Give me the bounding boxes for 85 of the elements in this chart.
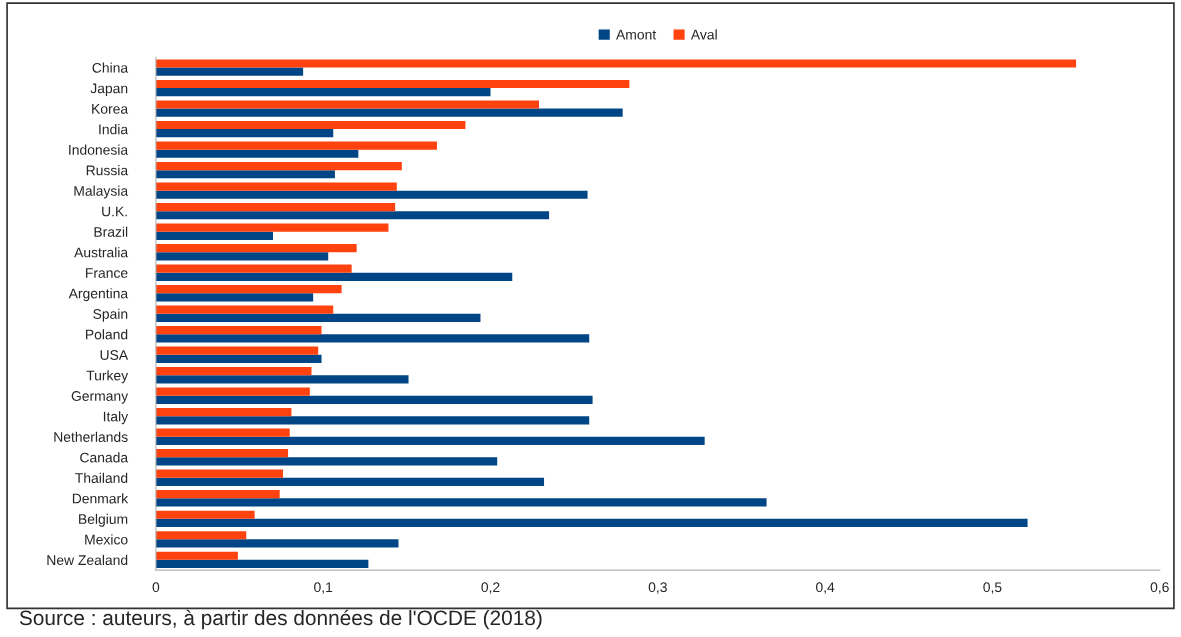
bar	[155, 120, 466, 130]
y-tick-label: Belgium	[79, 513, 128, 527]
bar	[155, 354, 322, 363]
y-tick-label: China	[92, 62, 129, 73]
y-tick-label: Australia	[74, 247, 129, 258]
y-tick-label: France	[86, 268, 128, 278]
bar	[155, 149, 359, 158]
bar	[155, 285, 342, 294]
bar	[155, 243, 357, 253]
bar	[155, 141, 437, 150]
bar	[155, 59, 1077, 68]
y-tick-label: Russia	[86, 165, 129, 176]
bar	[155, 367, 312, 376]
x-tick-label: 0,5	[983, 582, 1002, 594]
bar	[155, 334, 590, 343]
bar	[155, 428, 290, 437]
bar	[155, 449, 289, 458]
x-tick-label: 0,3	[648, 582, 667, 594]
bar	[155, 264, 352, 273]
bar	[155, 108, 623, 117]
bar	[155, 305, 334, 314]
y-tick-label: Spain	[93, 308, 128, 322]
bar	[155, 559, 369, 569]
bar	[155, 272, 513, 281]
bar	[155, 293, 314, 302]
bar	[155, 395, 593, 404]
source-note: Source : auteurs, à partir des données de l'OCDE (2018)	[19, 609, 542, 630]
bar	[155, 551, 238, 560]
y-tick-label: Brazil	[94, 226, 128, 237]
bar	[155, 161, 402, 171]
legend-label: Amont	[616, 29, 657, 40]
bar	[155, 170, 335, 179]
bar	[155, 375, 409, 384]
bar	[155, 416, 590, 425]
y-tick-label: Denmark	[72, 493, 129, 504]
bar	[155, 100, 540, 109]
bar	[155, 510, 255, 519]
y-tick-label: Turkey	[86, 370, 129, 384]
bar	[155, 539, 399, 548]
y-tick-label: Malaysia	[74, 185, 129, 199]
y-tick-label: USA	[100, 350, 129, 360]
bar	[155, 79, 630, 89]
y-tick-label: Germany	[71, 391, 129, 404]
y-tick-label: New Zealand	[47, 554, 128, 566]
y-tick-label: Canada	[80, 452, 129, 463]
bar	[155, 490, 280, 499]
x-tick-label: 0,2	[481, 582, 500, 594]
bar	[155, 387, 310, 396]
bar	[155, 190, 588, 199]
x-tick-label: 0,4	[816, 582, 835, 594]
bar	[155, 436, 705, 445]
y-tick-label: Netherlands	[54, 431, 128, 442]
bar	[155, 223, 389, 232]
y-tick-label: Indonesia	[69, 144, 129, 155]
bar	[155, 231, 274, 240]
y-tick-label: Mexico	[85, 534, 128, 545]
bar	[155, 182, 397, 191]
bar	[155, 67, 304, 76]
x-tick-label: 0,6	[1150, 582, 1169, 594]
y-tick-label: Korea	[92, 104, 129, 114]
bar	[155, 469, 284, 478]
bar	[155, 88, 491, 97]
bar	[155, 252, 329, 261]
bar	[155, 202, 396, 212]
bar	[155, 326, 322, 335]
bar	[155, 518, 1028, 528]
y-tick-label: Japan	[90, 83, 128, 97]
x-tick-label: 0	[152, 582, 160, 593]
y-tick-label: Italy	[103, 411, 129, 425]
y-tick-label: Poland	[86, 329, 128, 340]
bar	[155, 531, 247, 540]
bar	[155, 346, 319, 355]
legend-label: Aval	[690, 29, 717, 40]
bar	[155, 457, 498, 466]
bar	[155, 498, 767, 507]
x-tick-label: 0,1	[314, 582, 333, 594]
y-tick-label: Argentina	[68, 288, 129, 302]
y-tick-label: U.K.	[102, 206, 127, 217]
bar	[155, 129, 334, 138]
bar	[155, 477, 545, 487]
bar	[155, 211, 550, 220]
bar	[155, 313, 481, 322]
y-tick-label: Thailand	[75, 472, 128, 483]
y-tick-label: India	[99, 124, 129, 135]
bar	[155, 408, 292, 417]
